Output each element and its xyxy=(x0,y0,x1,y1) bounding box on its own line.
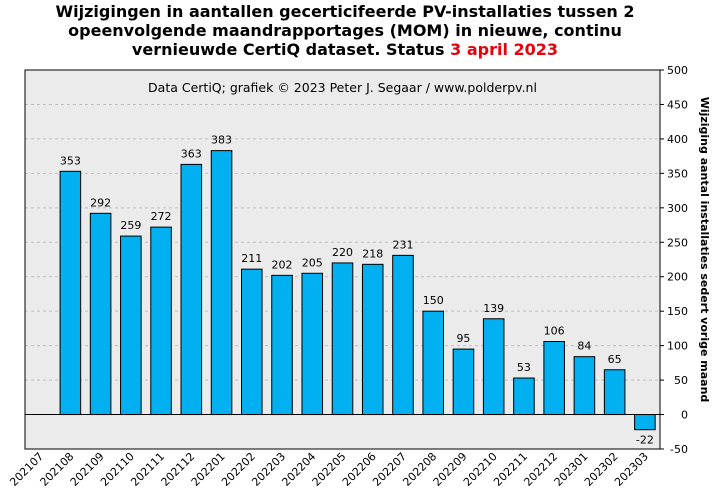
data-label-202201: 383 xyxy=(211,134,232,147)
x-axis-ticks: 2021072021082021092021102021112021122022… xyxy=(7,450,651,489)
y-tick-label: 0 xyxy=(681,409,688,422)
y-tick-label: -50 xyxy=(670,443,688,456)
chart-title: Wijzigingen in aantallen gecerticifeerde… xyxy=(0,2,690,59)
title-line-3-prefix: vernieuwde CertiQ dataset. Status xyxy=(131,40,445,59)
bar-202108 xyxy=(59,170,82,416)
data-label-202211: 53 xyxy=(517,361,531,374)
bar-202206 xyxy=(361,263,384,416)
y-tick-label: 250 xyxy=(667,236,688,249)
bar-202302 xyxy=(603,369,626,416)
bar-202203 xyxy=(271,274,293,416)
bar-202110 xyxy=(120,235,142,416)
data-label-202202: 211 xyxy=(241,252,262,265)
y-tick-label: 100 xyxy=(667,340,688,353)
data-label-202301: 84 xyxy=(577,340,591,353)
data-labels: 353 292 259 272 363 383 211 202 205 220 218 231 150 9… xyxy=(60,134,654,447)
title-status-date: 3 april 2023 xyxy=(450,40,559,59)
y-tick-label: 500 xyxy=(667,64,688,77)
bar-202208 xyxy=(422,310,444,416)
data-label-202109: 292 xyxy=(90,196,111,209)
y-tick-label: 200 xyxy=(667,271,688,284)
data-label-202203: 202 xyxy=(272,258,293,271)
plot-border xyxy=(24,69,661,450)
bar-202212 xyxy=(543,341,565,416)
data-label-202111: 272 xyxy=(151,210,172,223)
data-label-202208: 150 xyxy=(423,294,444,307)
y-tick-label: 450 xyxy=(667,98,688,111)
data-label-202205: 220 xyxy=(332,246,353,259)
data-label-202108: 353 xyxy=(60,154,81,167)
bar-202209 xyxy=(452,348,475,416)
title-line-2: opeenvolgende maandrapportages (MOM) in … xyxy=(68,21,622,40)
data-label-202204: 205 xyxy=(302,256,323,269)
bars xyxy=(59,150,656,431)
data-label-202209: 95 xyxy=(456,332,470,345)
data-label-202303: -22 xyxy=(636,434,654,447)
bar-202111 xyxy=(150,226,172,416)
title-line-1: Wijzigingen in aantallen gecerticifeerde… xyxy=(55,2,635,21)
bar-202201 xyxy=(210,150,233,416)
bar-202210 xyxy=(482,318,505,416)
y-tick-label: 400 xyxy=(667,133,688,146)
y-axis-label: Wijziging aantal installaties sedert vor… xyxy=(698,97,711,403)
bar-202112 xyxy=(180,163,203,416)
y-tick-label: 50 xyxy=(674,374,688,387)
data-label-202112: 363 xyxy=(181,147,202,160)
data-label-202212: 106 xyxy=(544,325,565,338)
data-label-202207: 231 xyxy=(392,238,413,251)
data-label-202210: 139 xyxy=(483,302,504,315)
bar-202109 xyxy=(89,212,112,416)
bar-202202 xyxy=(241,268,263,416)
y-axis-ticks: -50 0 50 100 150 200 250 300 350 400 450 500 xyxy=(660,64,688,456)
data-label-202110: 259 xyxy=(120,219,141,232)
bar-202207 xyxy=(392,254,414,416)
bar-202211 xyxy=(513,377,535,416)
x-tick-label: 202303 xyxy=(612,450,651,489)
bar-202303 xyxy=(634,414,656,431)
bar-202204 xyxy=(301,272,324,416)
y-tick-label: 300 xyxy=(667,202,688,215)
y-tick-label: 350 xyxy=(667,167,688,180)
data-label-202302: 65 xyxy=(608,353,622,366)
title-line-3: vernieuwde CertiQ dataset. Status 3 apri… xyxy=(0,40,690,59)
y-tick-label: 150 xyxy=(667,305,688,318)
bar-202301 xyxy=(573,356,596,416)
bar-202205 xyxy=(331,262,354,416)
chart-subtitle: Data CertiQ; grafiek © 2023 Peter J. Seg… xyxy=(148,80,537,95)
data-label-202206: 218 xyxy=(362,247,383,260)
